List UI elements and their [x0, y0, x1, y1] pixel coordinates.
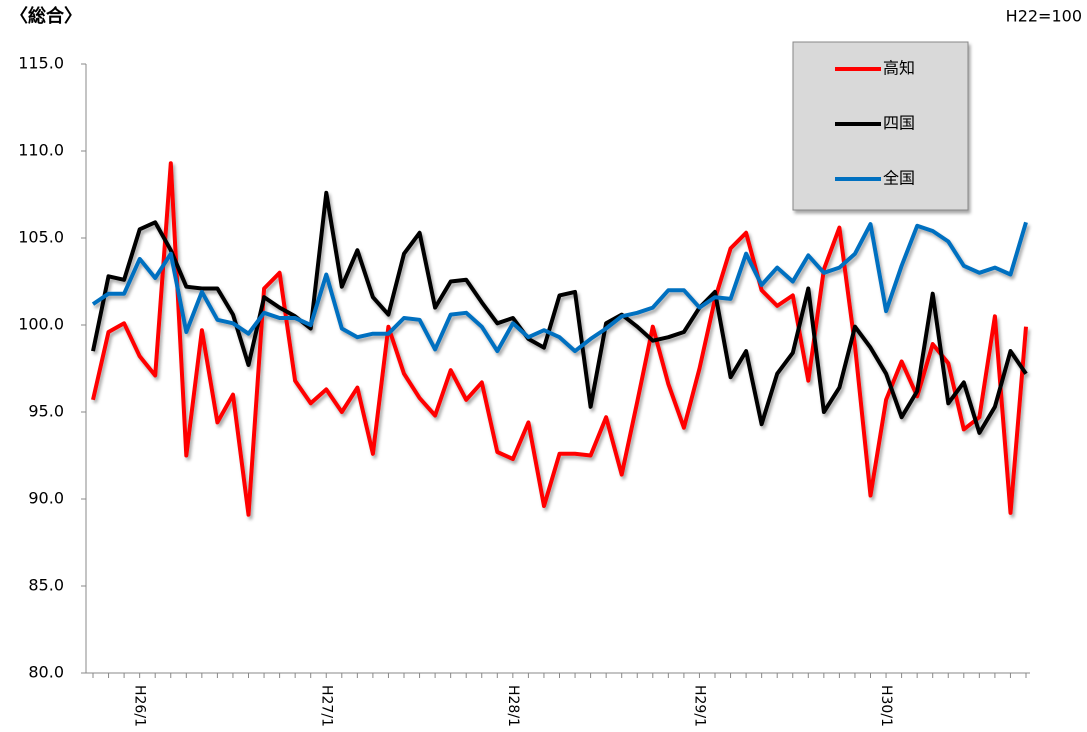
y-tick-label: 90.0 [28, 489, 64, 508]
legend-label: 四国 [883, 114, 915, 133]
series-line [91, 221, 1028, 354]
x-tick-label: H26/1 [132, 685, 148, 727]
y-tick-label: 100.0 [18, 315, 64, 334]
x-tick-label: H27/1 [318, 685, 334, 727]
x-tick-label: H28/1 [505, 685, 521, 727]
y-tick-label: 85.0 [28, 576, 64, 595]
y-tick-label: 110.0 [18, 141, 64, 160]
y-tick-label: 105.0 [18, 228, 64, 247]
x-tick-label: H30/1 [878, 685, 894, 727]
y-tick-label: 80.0 [28, 663, 64, 682]
series-line [91, 161, 1028, 517]
y-tick-label: 115.0 [18, 54, 64, 73]
y-tick-label: 95.0 [28, 402, 64, 421]
legend-label: 高知 [883, 59, 915, 78]
plot-lines [91, 161, 1028, 517]
x-tick-label: H29/1 [691, 685, 707, 727]
chart-subtitle: H22=100 [1006, 7, 1082, 26]
series-line [91, 190, 1028, 435]
chart-title: 〈総合〉 [10, 5, 82, 27]
legend-label: 全国 [883, 169, 915, 188]
